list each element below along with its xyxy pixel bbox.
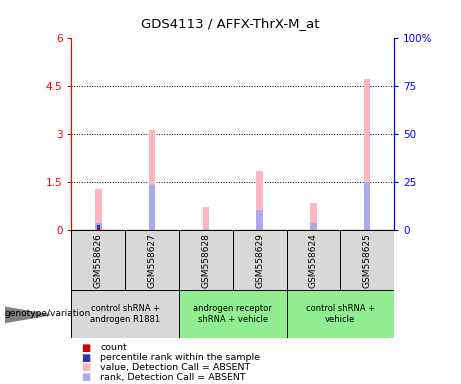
Text: ■: ■	[81, 343, 90, 353]
Bar	[287, 230, 340, 290]
Bar	[340, 230, 394, 290]
Bar	[97, 225, 100, 227]
Text: GSM558629: GSM558629	[255, 233, 264, 288]
Text: ■: ■	[81, 353, 90, 362]
Bar	[149, 185, 155, 230]
Bar	[310, 203, 317, 230]
Bar	[179, 230, 233, 290]
Bar	[203, 207, 209, 230]
Polygon shape	[5, 307, 50, 323]
Text: count: count	[100, 343, 127, 352]
Text: GDS4113 / AFFX-ThrX-M_at: GDS4113 / AFFX-ThrX-M_at	[141, 17, 320, 30]
Bar	[71, 230, 125, 290]
Bar	[364, 79, 371, 230]
Bar	[71, 290, 179, 338]
Bar	[95, 189, 101, 230]
Text: rank, Detection Call = ABSENT: rank, Detection Call = ABSENT	[100, 373, 246, 382]
Text: GSM558627: GSM558627	[148, 233, 157, 288]
Text: ■: ■	[81, 362, 90, 372]
Bar	[256, 171, 263, 230]
Bar	[179, 290, 287, 338]
Bar	[125, 230, 179, 290]
Text: ■: ■	[81, 372, 90, 382]
Text: percentile rank within the sample: percentile rank within the sample	[100, 353, 260, 362]
Bar	[310, 223, 317, 230]
Text: androgen receptor
shRNA + vehicle: androgen receptor shRNA + vehicle	[194, 303, 272, 324]
Text: GSM558625: GSM558625	[363, 233, 372, 288]
Bar	[287, 290, 394, 338]
Bar	[364, 182, 371, 230]
Text: GSM558628: GSM558628	[201, 233, 210, 288]
Text: GSM558624: GSM558624	[309, 233, 318, 288]
Bar	[97, 227, 100, 230]
Bar	[233, 230, 287, 290]
Text: genotype/variation: genotype/variation	[5, 309, 91, 318]
Bar	[203, 229, 209, 230]
Bar	[256, 210, 263, 230]
Text: control shRNA +
androgen R1881: control shRNA + androgen R1881	[90, 303, 160, 324]
Text: GSM558626: GSM558626	[94, 233, 103, 288]
Bar	[95, 223, 101, 230]
Text: value, Detection Call = ABSENT: value, Detection Call = ABSENT	[100, 363, 250, 372]
Bar	[149, 129, 155, 230]
Text: control shRNA +
vehicle: control shRNA + vehicle	[306, 303, 375, 324]
